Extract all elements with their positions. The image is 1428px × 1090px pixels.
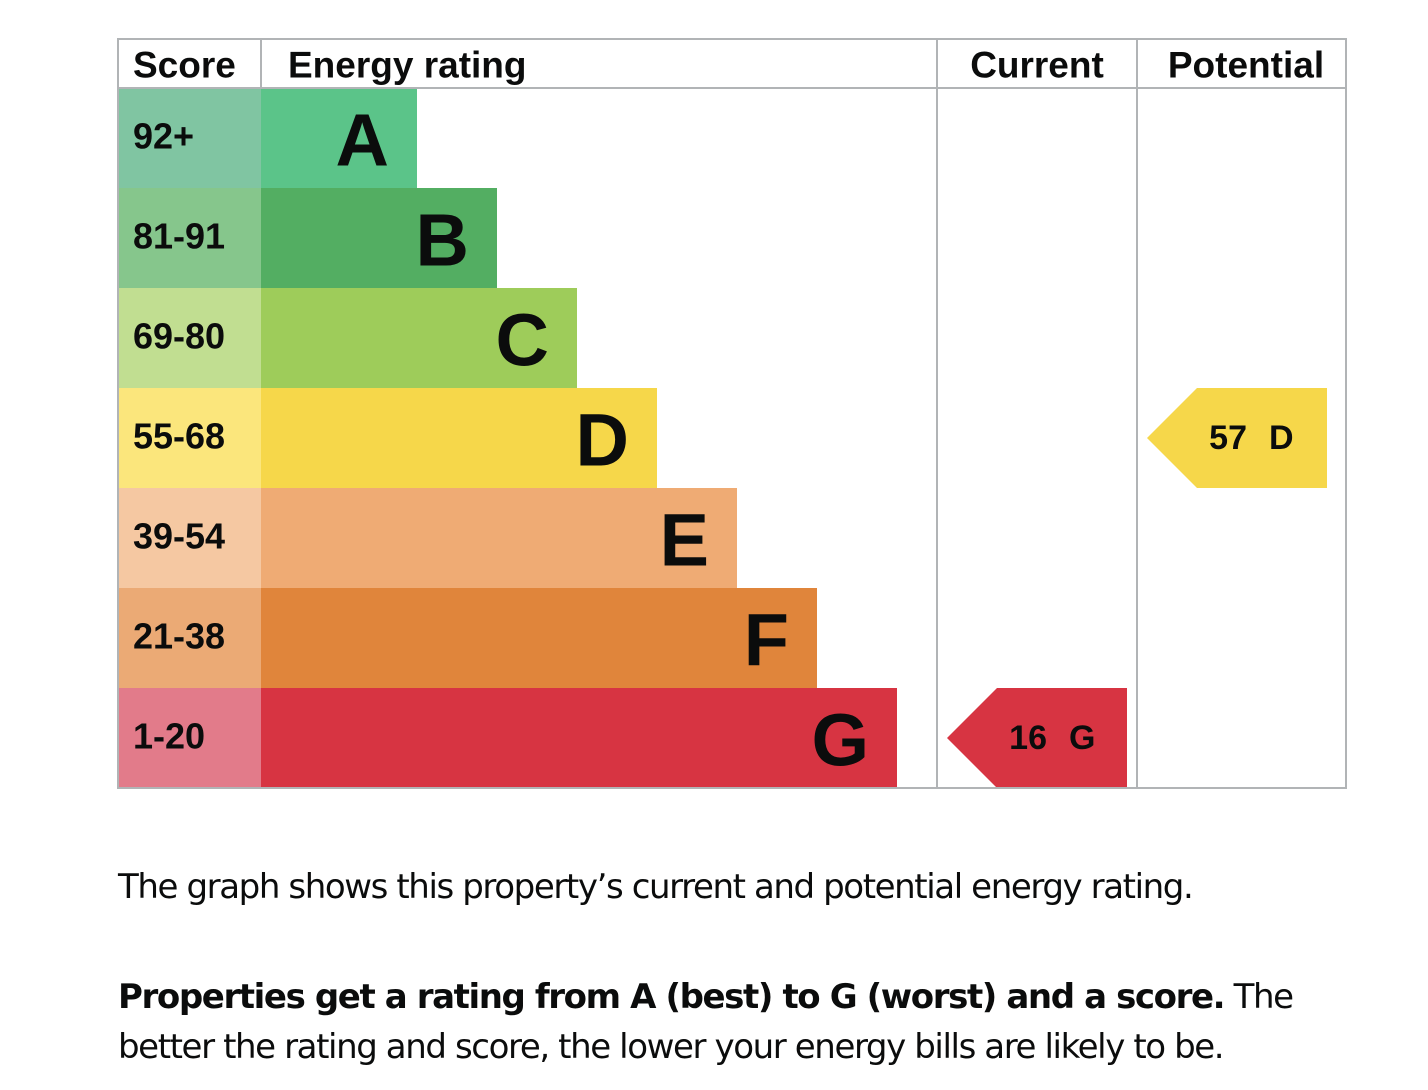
score-range: 1-20 [133, 716, 205, 757]
score-cell [118, 688, 261, 788]
score-range: 92+ [133, 116, 194, 157]
explanation: Properties get a rating from A (best) to… [118, 972, 1348, 1072]
score-range: 39-54 [133, 516, 225, 557]
border [117, 38, 1347, 789]
score-cell [118, 188, 261, 288]
header: Potential [1168, 45, 1324, 86]
energy-chart: Score Energy rating Current Potential 92… [117, 38, 1347, 789]
score-cell [118, 488, 261, 588]
explanation-rest: The better the rating and score, the low… [118, 977, 1294, 1067]
rating-bar [261, 88, 417, 188]
explanation-bold: Properties get a rating from A (best) to… [118, 977, 1226, 1017]
score-range: 81-91 [133, 216, 225, 257]
rating-bar [261, 388, 657, 488]
frame [117, 38, 1347, 789]
current-arrow [947, 688, 1127, 788]
rating-letter: G [811, 699, 869, 782]
rating-bar [261, 488, 737, 588]
header: Current [970, 45, 1104, 86]
score-range: 21-38 [133, 616, 225, 657]
score-range: 55-68 [133, 416, 225, 457]
rating-letter: C [496, 299, 549, 382]
rating-bar [261, 288, 577, 388]
header: Energy rating [288, 45, 527, 86]
rating-letter: E [660, 499, 709, 582]
score-cell [118, 88, 261, 188]
score-cell [118, 588, 261, 688]
rating-letter: F [744, 599, 789, 682]
rating-letter: B [416, 199, 469, 282]
rating-bar [261, 588, 817, 688]
score-range: 69-80 [133, 316, 225, 357]
summary: The graph shows this property’s current … [118, 867, 1194, 907]
rating-letter: A [336, 99, 389, 182]
header: Score [133, 45, 236, 86]
current-rating: G [1069, 719, 1095, 757]
rating-bar [261, 688, 897, 788]
rating-bar [261, 188, 497, 288]
potential-rating: D [1269, 419, 1294, 457]
rating-letter: D [576, 399, 629, 482]
potential-arrow [1147, 388, 1327, 488]
potential-score: 57 [1209, 419, 1247, 457]
current-score: 16 [1009, 719, 1047, 757]
score-cell [118, 288, 261, 388]
score-cell [118, 388, 261, 488]
